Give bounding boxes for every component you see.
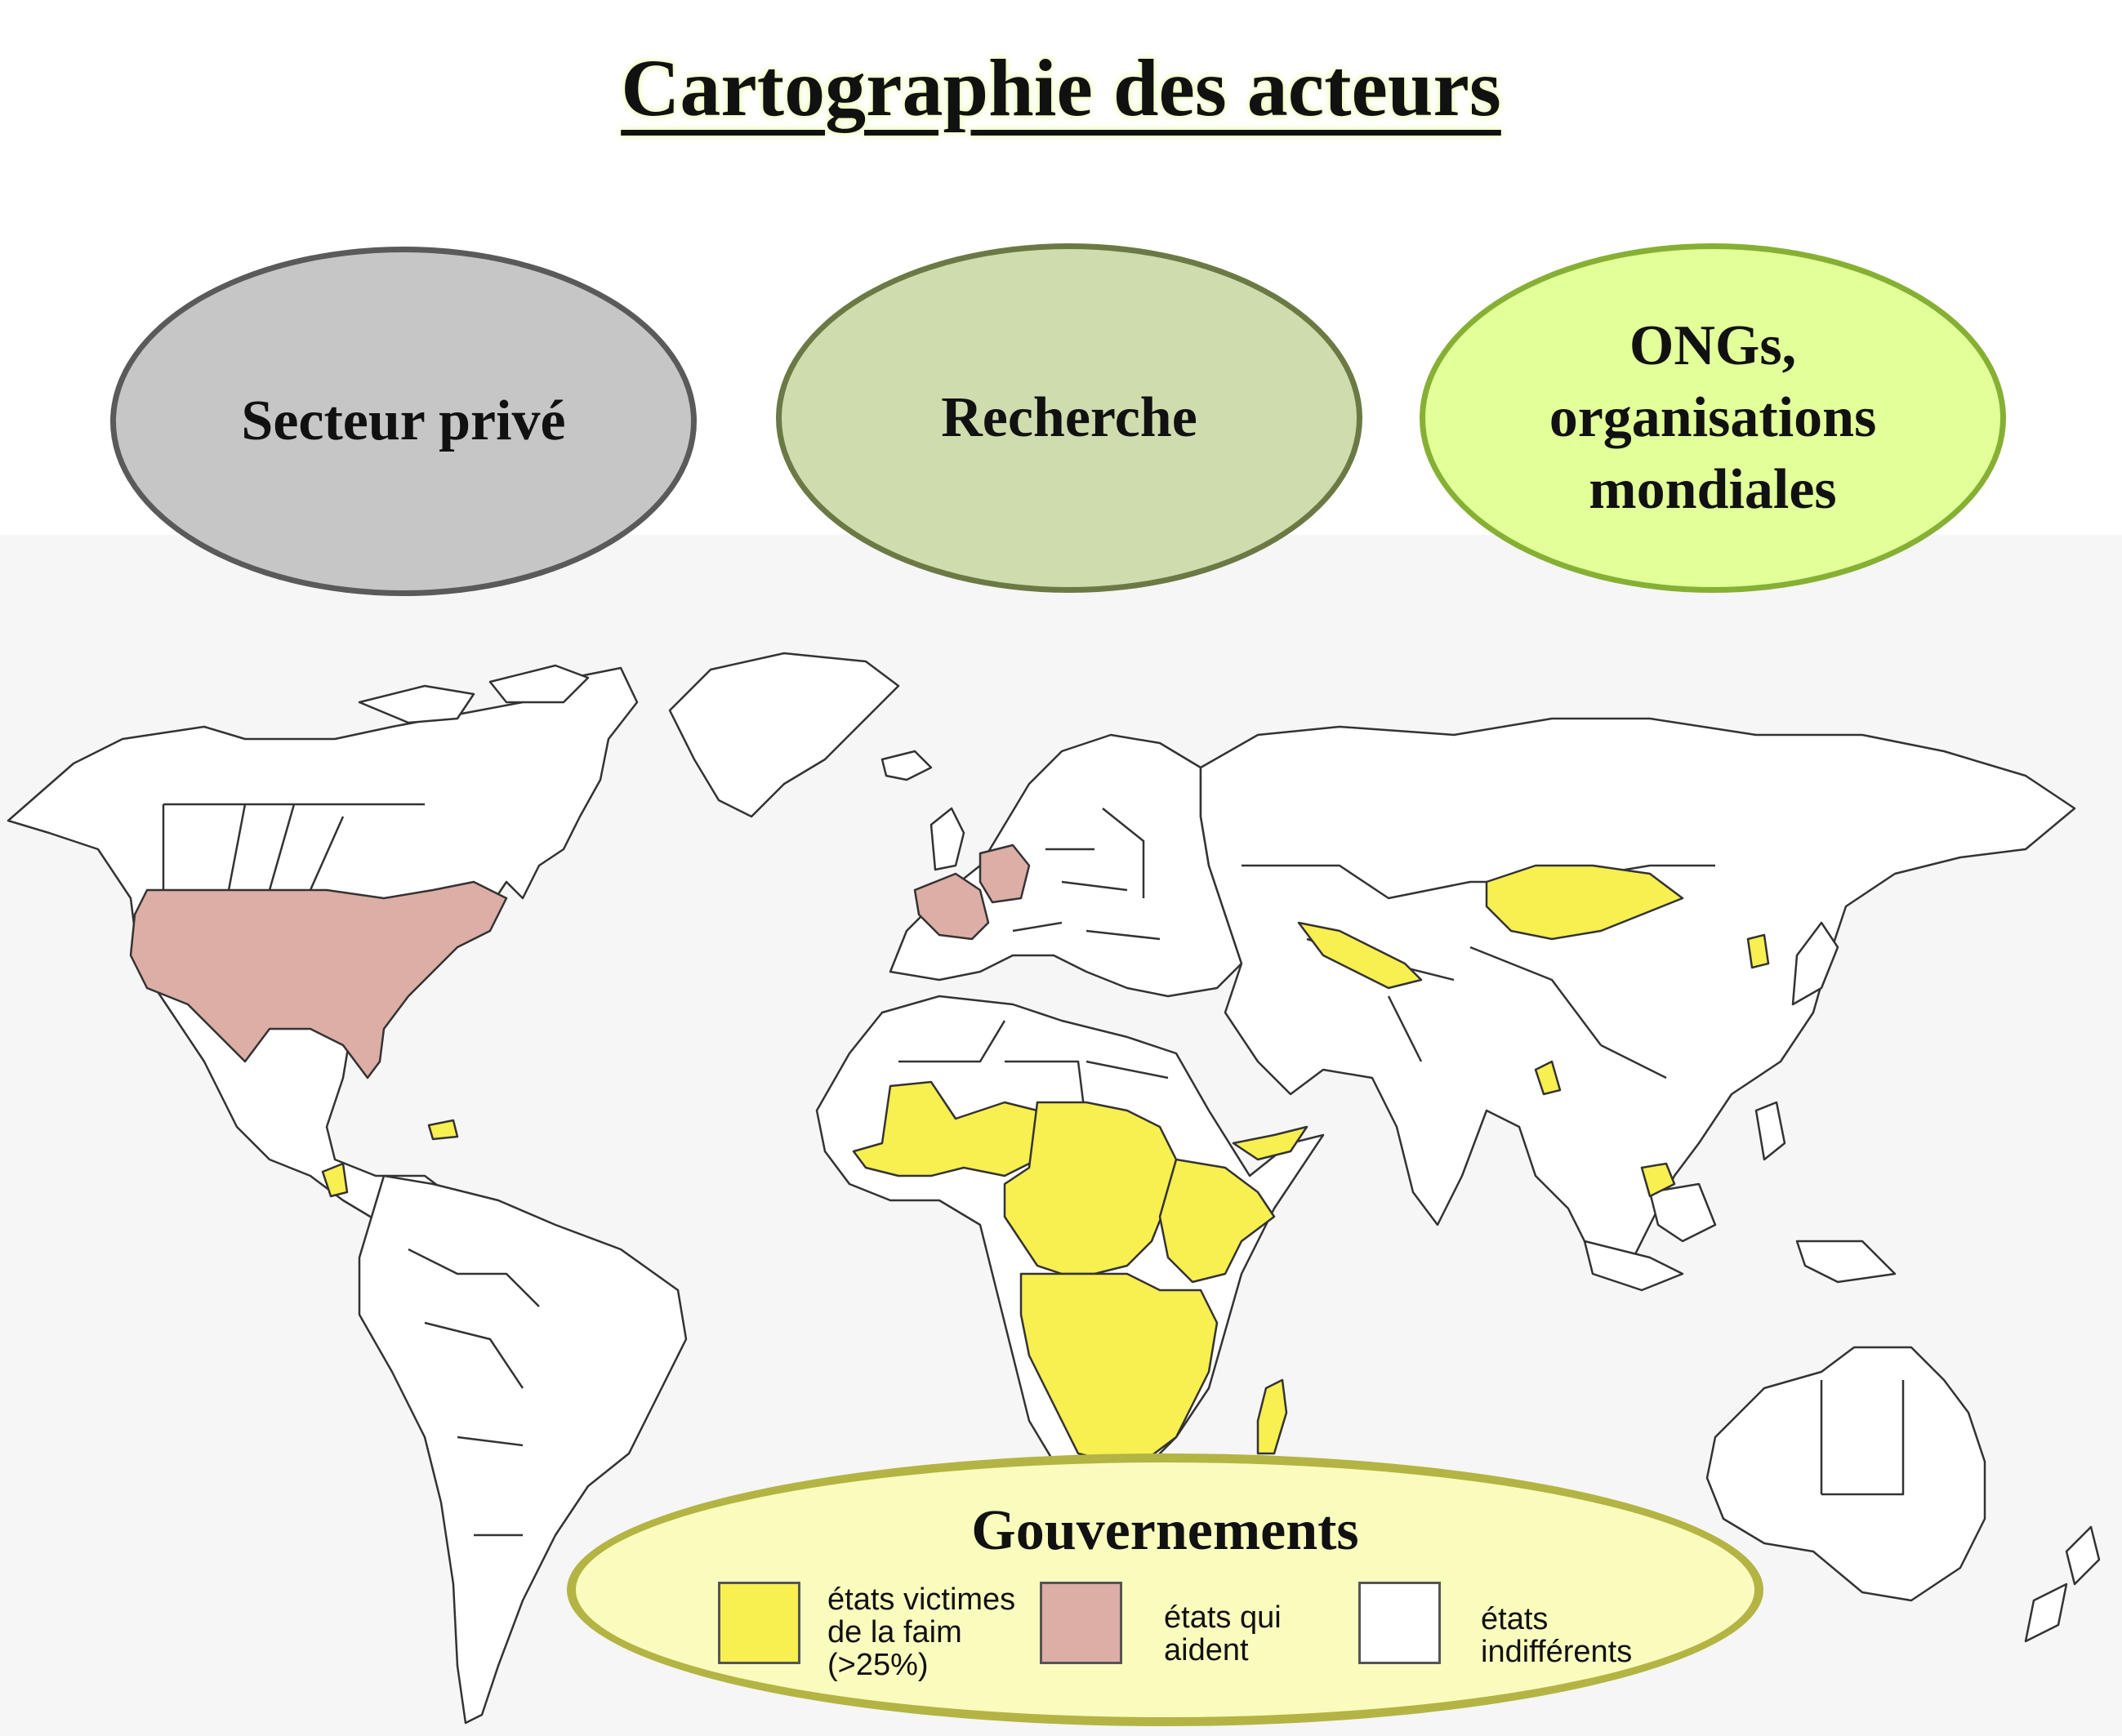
legend-swatch-indifferent [1358, 1582, 1441, 1664]
ngo-label-line: organisations [1549, 386, 1877, 449]
new-guinea [1795, 1240, 1897, 1284]
hunger-west-sahel [852, 1080, 1039, 1177]
hunger-mongolia [1485, 864, 1684, 941]
legend-label-indifferent: états indifférents [1481, 1602, 1633, 1669]
hunger-cambodia [1640, 1162, 1676, 1198]
hunger-east-africa [1158, 1158, 1276, 1284]
arctic-island [358, 684, 475, 724]
private-sector-label: Secteur privé [241, 389, 566, 452]
indonesia [1583, 1240, 1684, 1292]
arctic-island [488, 664, 590, 704]
legend-swatch-aid [1040, 1582, 1122, 1664]
research-bubble: Recherche [776, 243, 1362, 593]
new-zealand [2024, 1582, 2068, 1643]
ngo-label-line: ONGs, [1629, 314, 1797, 377]
private-sector-bubble: Secteur privé [110, 247, 697, 596]
iceland [880, 750, 933, 781]
south-america-landmass [358, 1174, 688, 1725]
asia-landmass [1199, 717, 2076, 1275]
legend-label-aid: états qui aident [1164, 1600, 1282, 1667]
legend-swatch-hunger [718, 1582, 800, 1664]
hunger-central-africa [1003, 1101, 1178, 1275]
research-label: Recherche [941, 386, 1197, 449]
hunger-haiti [427, 1119, 459, 1141]
governments-legend-bubble: Gouvernements états victimes de la faim … [567, 1453, 1763, 1726]
usa-aid-region [129, 880, 508, 1079]
hunger-nicaragua [321, 1162, 349, 1198]
uk [929, 807, 965, 871]
hunger-central-asia [1297, 921, 1423, 990]
hunger-madagascar [1256, 1378, 1288, 1455]
ngo-bubble: ONGs, organisations mondiales [1420, 243, 2006, 593]
page-title: Cartographie des acteurs [621, 42, 1501, 133]
hunger-southern-africa [1019, 1272, 1219, 1463]
governments-title: Gouvernements [971, 1499, 1359, 1562]
hunger-bangladesh [1534, 1060, 1562, 1096]
france-aid-region [913, 872, 990, 941]
hunger-korea [1746, 933, 1770, 969]
new-zealand [2065, 1525, 2101, 1586]
germany-aid-region [979, 844, 1031, 904]
ngo-label-line: mondiales [1589, 458, 1837, 521]
japan [1791, 921, 1839, 1006]
greenland [668, 652, 900, 818]
legend-label-hunger: états victimes de la faim (>25%) [827, 1582, 1016, 1682]
borneo [1648, 1182, 1717, 1243]
australia [1705, 1346, 1986, 1602]
philippines [1754, 1101, 1786, 1161]
hunger-yemen [1232, 1125, 1308, 1161]
